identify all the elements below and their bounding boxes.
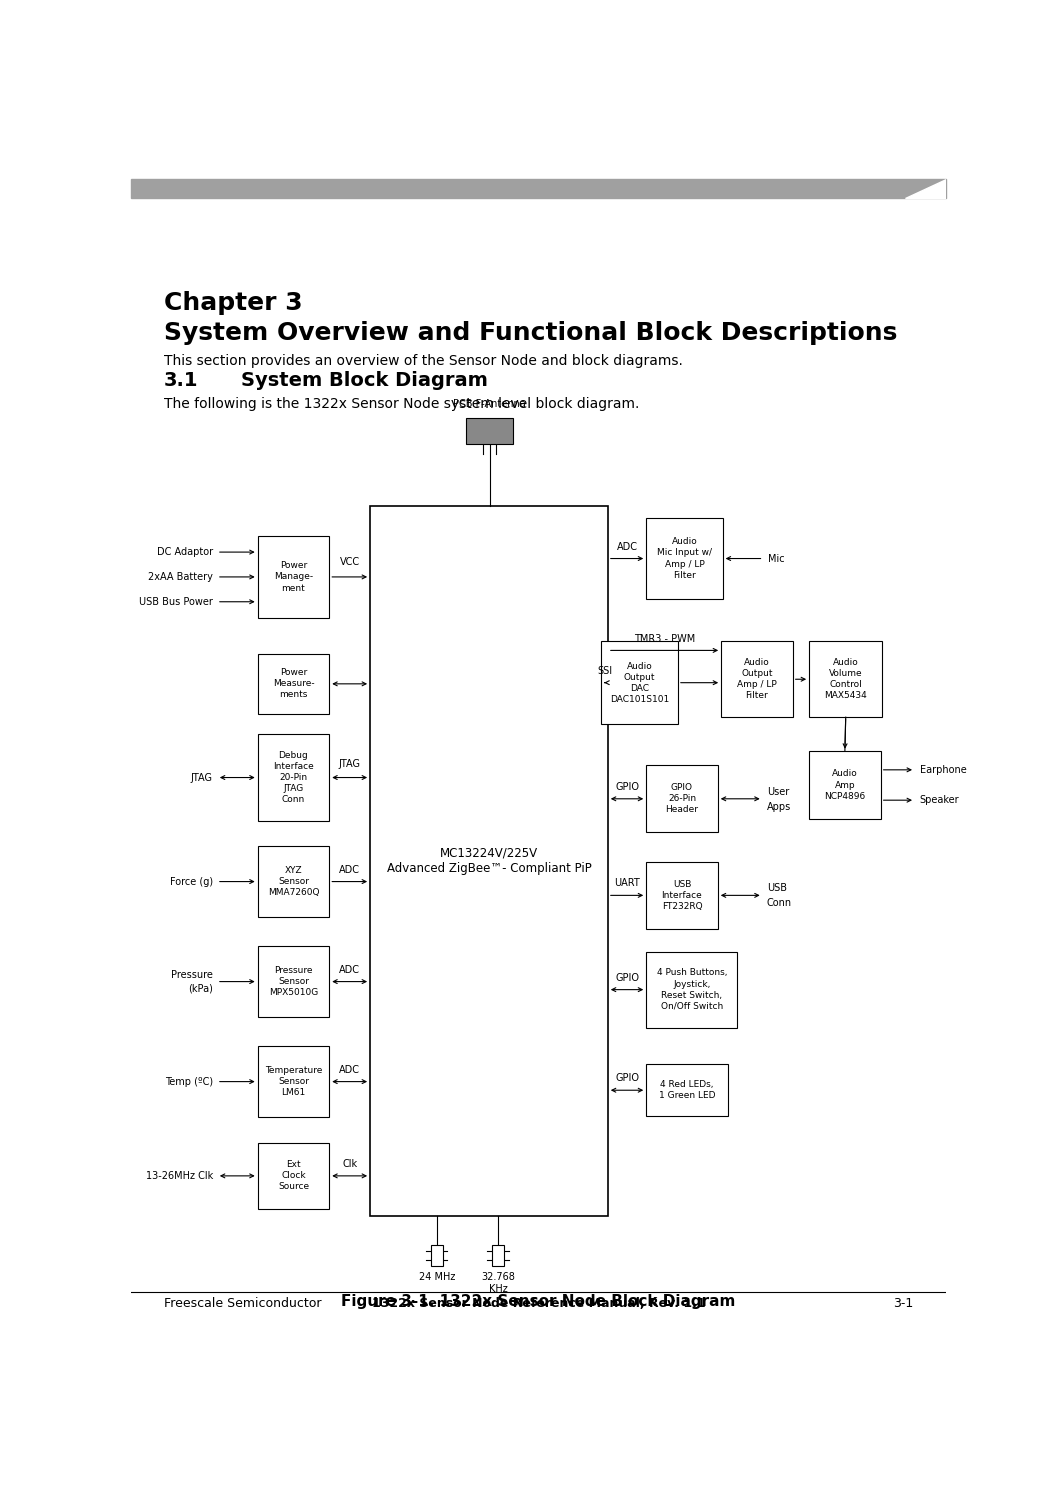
Bar <box>721 642 792 717</box>
Bar <box>257 536 329 618</box>
Polygon shape <box>905 179 946 197</box>
Bar <box>431 1245 442 1266</box>
Text: Temp (ºC): Temp (ºC) <box>165 1076 212 1087</box>
Text: USB
Interface
FT232RQ: USB Interface FT232RQ <box>662 879 702 911</box>
Text: Debug
Interface
20-Pin
JTAG
Conn: Debug Interface 20-Pin JTAG Conn <box>273 751 314 805</box>
Bar <box>257 735 329 821</box>
Text: Speaker: Speaker <box>920 796 960 805</box>
Text: 1322x Sensor Node Reference Manual, Rev. 1.1: 1322x Sensor Node Reference Manual, Rev.… <box>372 1297 705 1309</box>
Text: The following is the 1322x Sensor Node system level block diagram.: The following is the 1322x Sensor Node s… <box>164 397 639 412</box>
Text: Power
Manage-
ment: Power Manage- ment <box>274 561 313 593</box>
Text: 3-1: 3-1 <box>893 1297 913 1309</box>
Bar <box>809 751 881 820</box>
Bar <box>646 861 718 929</box>
Bar <box>646 518 723 599</box>
Text: ADC: ADC <box>617 542 638 551</box>
Bar <box>257 1047 329 1117</box>
Bar <box>257 947 329 1017</box>
Text: Power
Measure-
ments: Power Measure- ments <box>272 669 314 699</box>
Text: Mic: Mic <box>767 554 784 563</box>
Text: GPIO: GPIO <box>615 782 639 791</box>
Text: MC13224V/225V
Advanced ZigBee™- Compliant PiP: MC13224V/225V Advanced ZigBee™- Complian… <box>387 847 592 875</box>
Text: DC Adaptor: DC Adaptor <box>157 546 212 557</box>
Text: USB: USB <box>767 884 787 893</box>
Text: Temperature
Sensor
LM61: Temperature Sensor LM61 <box>265 1066 323 1097</box>
Text: Figure 3-1. 1322x Sensor Node Block Diagram: Figure 3-1. 1322x Sensor Node Block Diag… <box>342 1294 736 1309</box>
Text: UART: UART <box>614 878 640 888</box>
Text: Audio
Amp
NCP4896: Audio Amp NCP4896 <box>824 769 866 800</box>
Text: 4 Red LEDs,
1 Green LED: 4 Red LEDs, 1 Green LED <box>659 1079 715 1100</box>
Bar <box>601 642 678 724</box>
Bar <box>257 847 329 917</box>
Text: 24 MHz: 24 MHz <box>418 1272 455 1282</box>
Text: ADC: ADC <box>339 864 360 875</box>
Text: Ext
Clock
Source: Ext Clock Source <box>277 1160 309 1191</box>
Text: 4 Push Buttons,
Joystick,
Reset Switch,
On/Off Switch: 4 Push Buttons, Joystick, Reset Switch, … <box>657 969 727 1011</box>
Text: System Overview and Functional Block Descriptions: System Overview and Functional Block Des… <box>164 321 898 345</box>
Text: Clk: Clk <box>343 1159 357 1169</box>
Text: Audio
Output
DAC
DAC101S101: Audio Output DAC DAC101S101 <box>610 661 669 703</box>
Text: PCB F-Antenna: PCB F-Antenna <box>453 399 527 409</box>
Text: SSI: SSI <box>597 666 612 676</box>
Text: USB Bus Power: USB Bus Power <box>139 597 212 606</box>
Text: GPIO: GPIO <box>615 1073 639 1084</box>
Text: 13-26MHz Clk: 13-26MHz Clk <box>146 1171 212 1181</box>
Text: Audio
Output
Amp / LP
Filter: Audio Output Amp / LP Filter <box>737 658 777 700</box>
Text: Force (g): Force (g) <box>169 876 212 887</box>
Text: TMR3 - PWM: TMR3 - PWM <box>634 633 695 643</box>
Text: JTAG: JTAG <box>338 760 360 769</box>
Bar <box>370 506 607 1217</box>
Bar <box>467 418 513 443</box>
Text: System Block Diagram: System Block Diagram <box>242 370 489 390</box>
Text: Audio
Volume
Control
MAX5434: Audio Volume Control MAX5434 <box>824 658 867 700</box>
Text: GPIO: GPIO <box>615 973 639 982</box>
Text: 32.768
KHz: 32.768 KHz <box>481 1272 515 1294</box>
Bar <box>646 951 738 1027</box>
Bar <box>492 1245 503 1266</box>
Text: Pressure: Pressure <box>171 969 212 979</box>
Text: JTAG: JTAG <box>191 772 212 782</box>
Text: This section provides an overview of the Sensor Node and block diagrams.: This section provides an overview of the… <box>164 354 683 367</box>
Text: XYZ
Sensor
MMA7260Q: XYZ Sensor MMA7260Q <box>268 866 320 897</box>
Text: 2xAA Battery: 2xAA Battery <box>148 572 212 582</box>
Bar <box>646 766 718 832</box>
Text: ADC: ADC <box>339 964 360 975</box>
Text: VCC: VCC <box>339 557 359 566</box>
Text: (kPa): (kPa) <box>188 984 212 993</box>
Text: GPIO
26-Pin
Header: GPIO 26-Pin Header <box>665 784 699 814</box>
Text: 3.1: 3.1 <box>164 370 199 390</box>
Text: Pressure
Sensor
MPX5010G: Pressure Sensor MPX5010G <box>269 966 318 997</box>
Text: Apps: Apps <box>767 802 791 812</box>
Bar <box>257 654 329 714</box>
Text: Chapter 3: Chapter 3 <box>164 291 303 315</box>
Text: Earphone: Earphone <box>920 764 967 775</box>
Text: User: User <box>767 787 789 797</box>
Text: Freescale Semiconductor: Freescale Semiconductor <box>164 1297 322 1309</box>
Bar <box>809 642 883 717</box>
Text: Audio
Mic Input w/
Amp / LP
Filter: Audio Mic Input w/ Amp / LP Filter <box>657 537 712 579</box>
Text: Conn: Conn <box>767 899 791 908</box>
Bar <box>646 1065 727 1117</box>
Bar <box>257 1142 329 1209</box>
Bar <box>131 179 946 197</box>
Text: ADC: ADC <box>339 1065 360 1075</box>
